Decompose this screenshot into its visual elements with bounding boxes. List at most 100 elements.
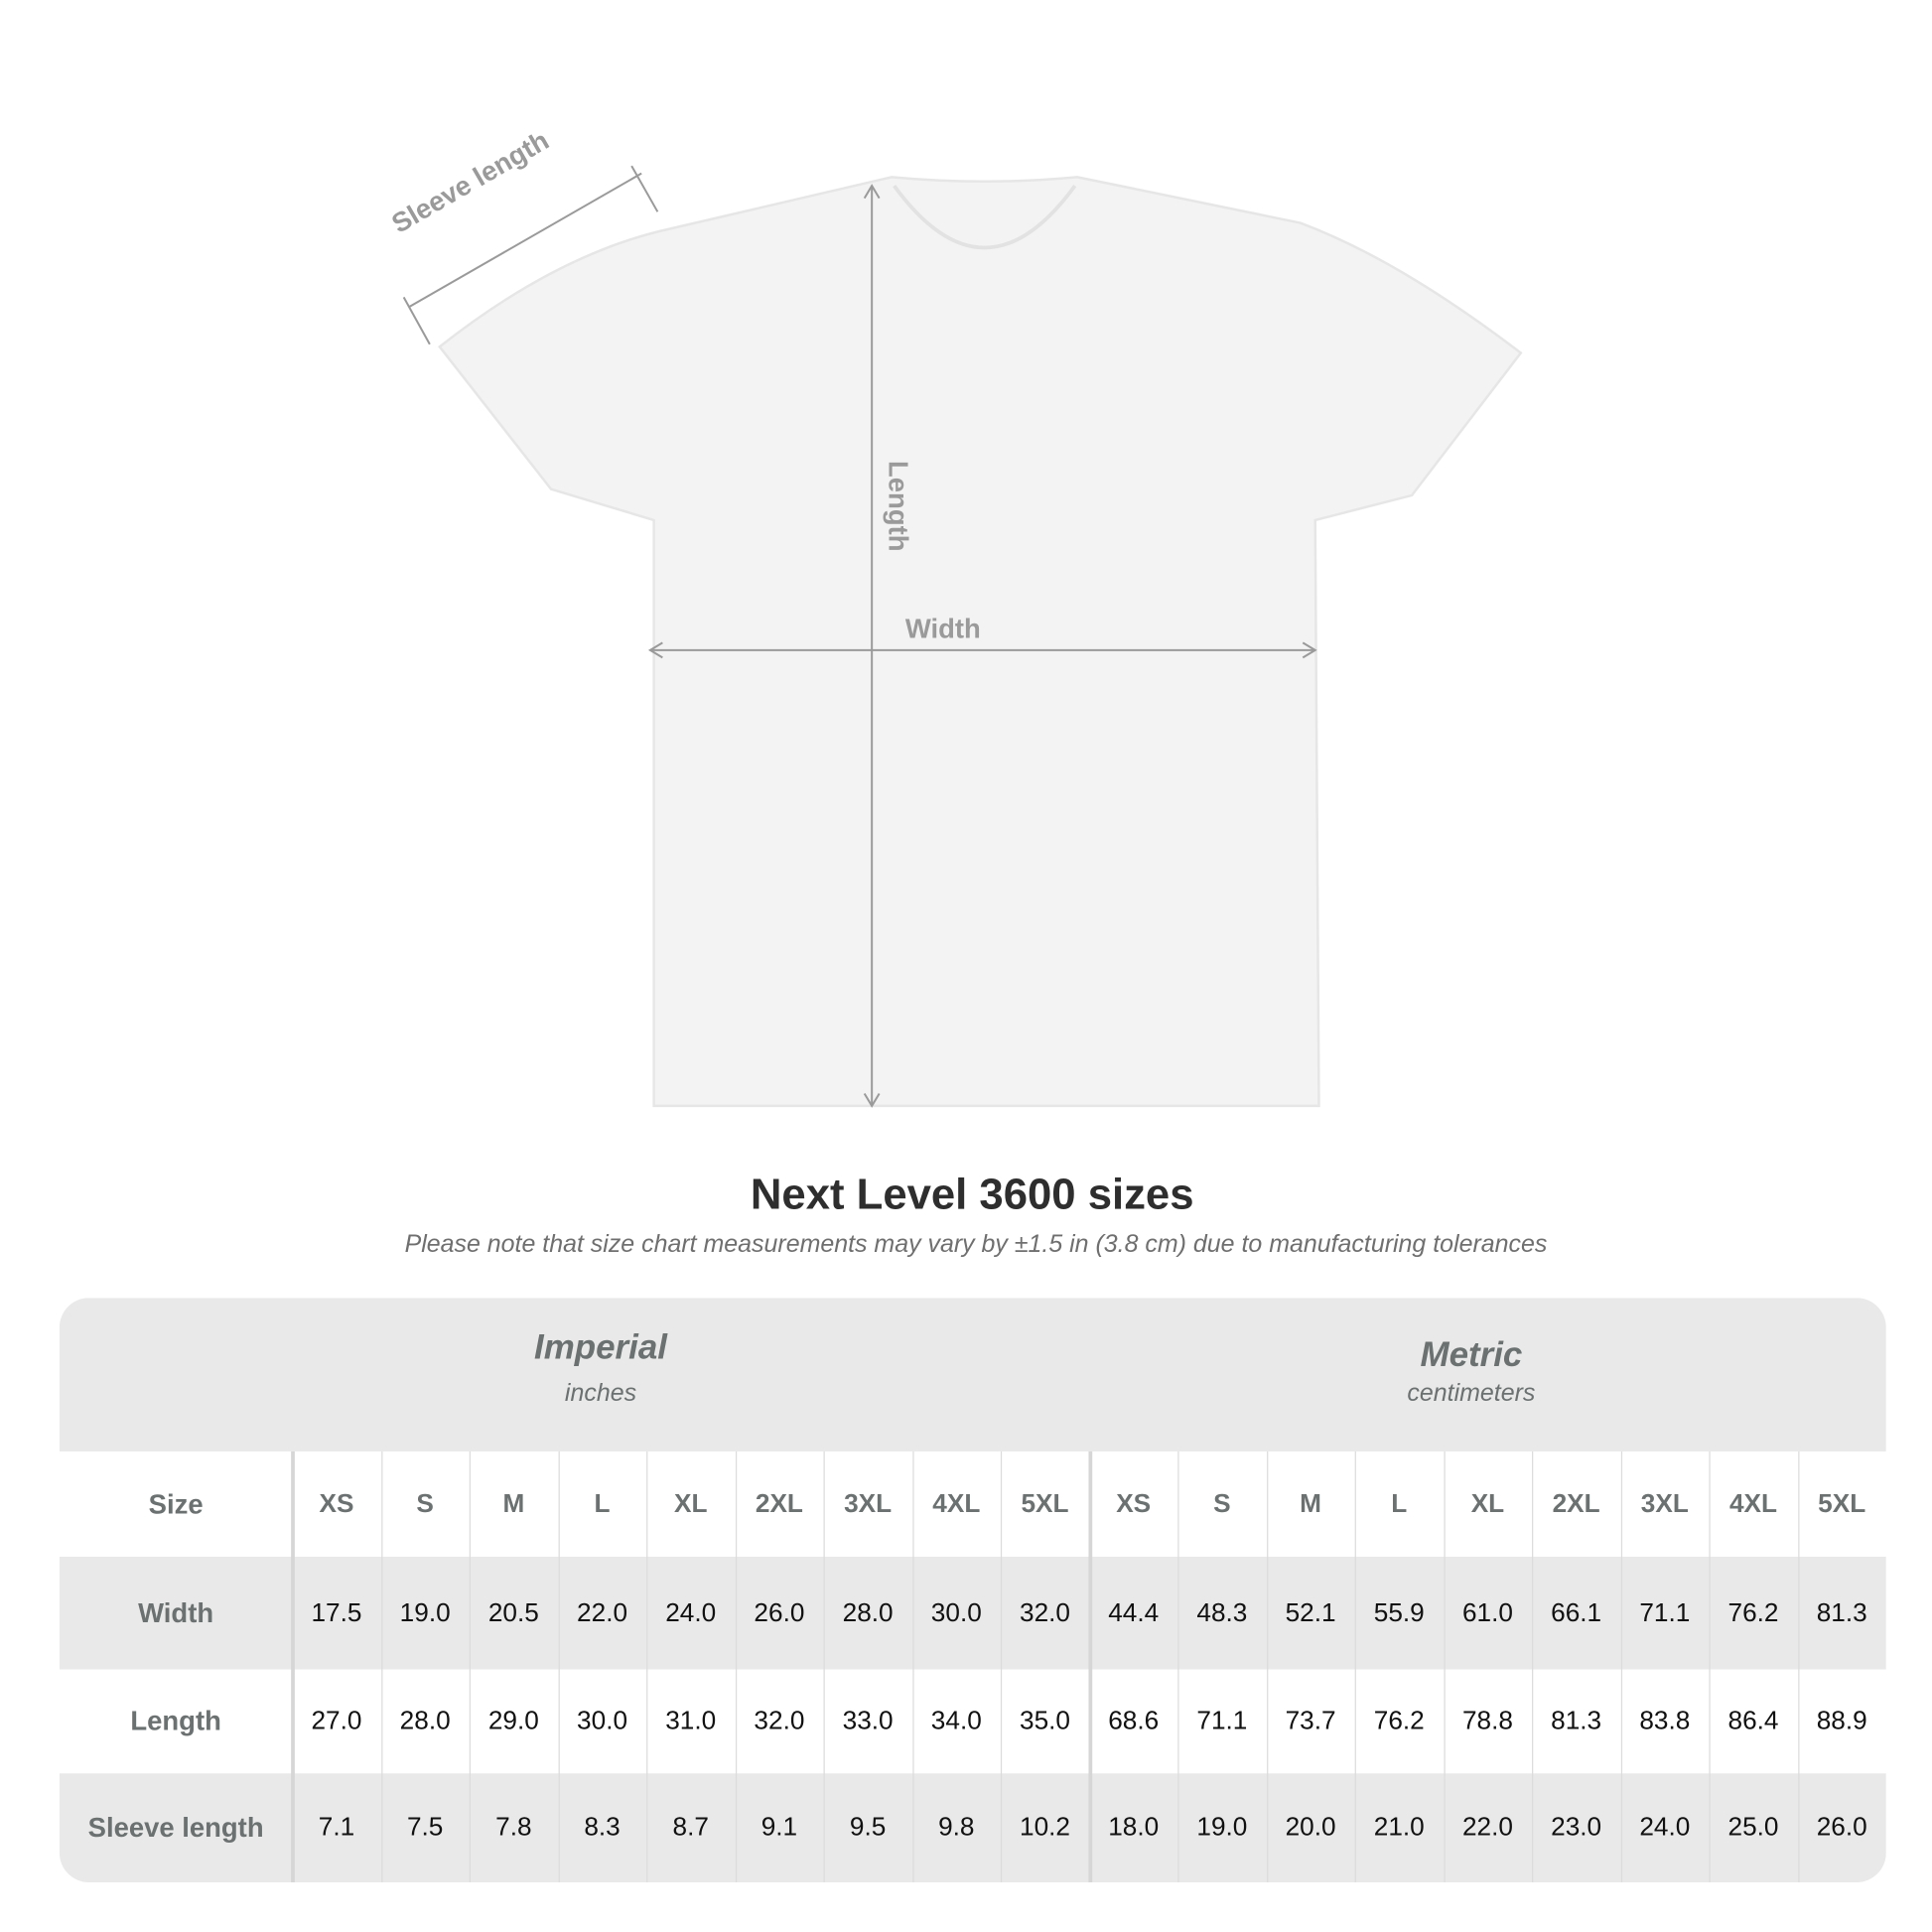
table-cell: 52.1 bbox=[1285, 1597, 1336, 1627]
tshirt-shape bbox=[438, 176, 1523, 1108]
table-cell: 34.0 bbox=[930, 1706, 982, 1735]
imperial-unit: inches bbox=[564, 1379, 637, 1408]
width-label: Width bbox=[904, 613, 981, 644]
column-divider bbox=[1797, 1450, 1799, 1883]
column-divider bbox=[1443, 1450, 1446, 1883]
size-header-cell: XS bbox=[1116, 1488, 1152, 1518]
table-cell: 8.3 bbox=[584, 1813, 621, 1842]
table-cell: 28.0 bbox=[842, 1597, 894, 1627]
table-cell: 32.0 bbox=[1020, 1597, 1070, 1627]
row-label: Size bbox=[148, 1487, 204, 1519]
row-label: Width bbox=[138, 1596, 214, 1628]
column-divider bbox=[735, 1450, 737, 1883]
table-cell: 55.9 bbox=[1373, 1597, 1425, 1627]
table-cell: 25.0 bbox=[1727, 1813, 1779, 1842]
column-divider bbox=[1000, 1450, 1003, 1883]
table-cell: 88.9 bbox=[1816, 1706, 1867, 1735]
table-cell: 26.0 bbox=[1816, 1813, 1867, 1842]
row-label: Length bbox=[130, 1705, 221, 1736]
table-cell: 81.3 bbox=[1551, 1706, 1602, 1735]
size-header-cell: 5XL bbox=[1818, 1488, 1866, 1518]
column-divider bbox=[1354, 1450, 1356, 1883]
table-cell: 23.0 bbox=[1551, 1813, 1602, 1842]
tshirt-illustration bbox=[402, 165, 1523, 1108]
table-cell: 22.0 bbox=[1461, 1813, 1513, 1842]
table-cell: 10.2 bbox=[1020, 1813, 1070, 1842]
table-cell: 29.0 bbox=[487, 1706, 539, 1735]
size-header-cell: 4XL bbox=[932, 1488, 981, 1518]
table-cell: 20.0 bbox=[1285, 1813, 1336, 1842]
row-label: Sleeve length bbox=[87, 1811, 264, 1844]
table-cell: 71.1 bbox=[1196, 1706, 1248, 1735]
table-cell: 78.8 bbox=[1461, 1706, 1513, 1735]
table-cell: 73.7 bbox=[1285, 1706, 1336, 1735]
page-title: Next Level 3600 sizes bbox=[750, 1170, 1194, 1219]
table-cell: 44.4 bbox=[1108, 1597, 1160, 1627]
column-divider bbox=[646, 1450, 648, 1883]
table-cell: 24.0 bbox=[665, 1597, 717, 1627]
table-row: Width 17.5 19.0 20.5 22.0 24.0 26.0 28.0 30.0 32.… bbox=[60, 1557, 1886, 1670]
table-cell: 66.1 bbox=[1551, 1597, 1602, 1627]
table-cell: 9.1 bbox=[760, 1813, 798, 1842]
table-cell: 71.1 bbox=[1639, 1597, 1691, 1627]
table-cell: 19.0 bbox=[399, 1597, 451, 1627]
table-cell: 30.0 bbox=[577, 1706, 628, 1735]
table-cell: 26.0 bbox=[754, 1597, 805, 1627]
tolerance-note: Please note that size chart measurements… bbox=[404, 1230, 1548, 1259]
size-header-cell: XL bbox=[1470, 1488, 1505, 1518]
table-cell: 9.5 bbox=[849, 1813, 887, 1842]
size-header-cell: 5XL bbox=[1021, 1488, 1069, 1518]
column-divider bbox=[469, 1450, 472, 1883]
row-band bbox=[59, 1556, 1886, 1670]
column-divider bbox=[1177, 1450, 1179, 1883]
column-divider bbox=[1532, 1450, 1534, 1883]
table-cell: 18.0 bbox=[1108, 1813, 1160, 1842]
table-cell: 48.3 bbox=[1196, 1597, 1248, 1627]
size-header-cell: L bbox=[594, 1488, 611, 1518]
table-cell: 20.5 bbox=[487, 1597, 539, 1627]
table-cell: 83.8 bbox=[1639, 1706, 1691, 1735]
column-divider bbox=[1709, 1450, 1711, 1883]
size-header-cell: 2XL bbox=[755, 1488, 803, 1518]
table-cell: 35.0 bbox=[1020, 1706, 1070, 1735]
table-cell: 22.0 bbox=[577, 1597, 628, 1627]
table-row: Sleeve length 7.1 7.5 7.8 8.3 8.7 9.1 9.5 9.8 10.… bbox=[60, 1773, 1886, 1882]
table-cell: 86.4 bbox=[1727, 1706, 1779, 1735]
table-cell: 32.0 bbox=[754, 1706, 805, 1735]
column-divider bbox=[911, 1450, 913, 1883]
table-cell: 76.2 bbox=[1373, 1706, 1425, 1735]
column-divider bbox=[1266, 1450, 1268, 1883]
size-header-cell: M bbox=[1300, 1488, 1321, 1518]
table-cell: 7.1 bbox=[318, 1813, 355, 1842]
table-cell: 28.0 bbox=[399, 1706, 451, 1735]
table-cell: 8.7 bbox=[672, 1813, 709, 1842]
table-cell: 7.8 bbox=[495, 1813, 532, 1842]
table-cell: 27.0 bbox=[311, 1706, 362, 1735]
table-cell: 76.2 bbox=[1727, 1597, 1779, 1627]
size-header-row: Size XS S M L XL 2XL 3XL 4XL 5XL XS S M L XL 2XL 3XL 4XL 5… bbox=[60, 1451, 1886, 1557]
table-row: Length 27.0 28.0 29.0 30.0 31.0 32.0 33.0 34.0 35… bbox=[60, 1669, 1886, 1773]
table-cell: 24.0 bbox=[1639, 1813, 1691, 1842]
column-divider bbox=[823, 1450, 825, 1883]
size-header-cell: 3XL bbox=[844, 1488, 893, 1518]
collar bbox=[893, 185, 1077, 250]
column-divider bbox=[291, 1450, 295, 1883]
table-cell: 9.8 bbox=[938, 1813, 975, 1842]
table-cell: 68.6 bbox=[1108, 1706, 1160, 1735]
size-header-cell: 2XL bbox=[1552, 1488, 1600, 1518]
size-header-cell: 4XL bbox=[1728, 1488, 1778, 1518]
table-cell: 33.0 bbox=[842, 1706, 894, 1735]
table-cell: 81.3 bbox=[1816, 1597, 1867, 1627]
imperial-header: Imperial inches bbox=[415, 1327, 786, 1408]
imperial-label: Imperial bbox=[533, 1327, 667, 1366]
size-header-cell: XL bbox=[673, 1488, 708, 1518]
size-table: Imperial inches Metric centimeters Size X… bbox=[59, 1298, 1886, 1883]
table-cell: 17.5 bbox=[311, 1597, 362, 1627]
size-header-cell: M bbox=[502, 1488, 525, 1518]
size-header-cell: XS bbox=[319, 1488, 354, 1518]
length-label: Length bbox=[883, 461, 914, 552]
size-header-cell: L bbox=[1391, 1488, 1408, 1518]
table-cell: 7.5 bbox=[406, 1813, 444, 1842]
row-band bbox=[59, 1773, 1886, 1883]
sleeve-arrow bbox=[408, 172, 642, 309]
